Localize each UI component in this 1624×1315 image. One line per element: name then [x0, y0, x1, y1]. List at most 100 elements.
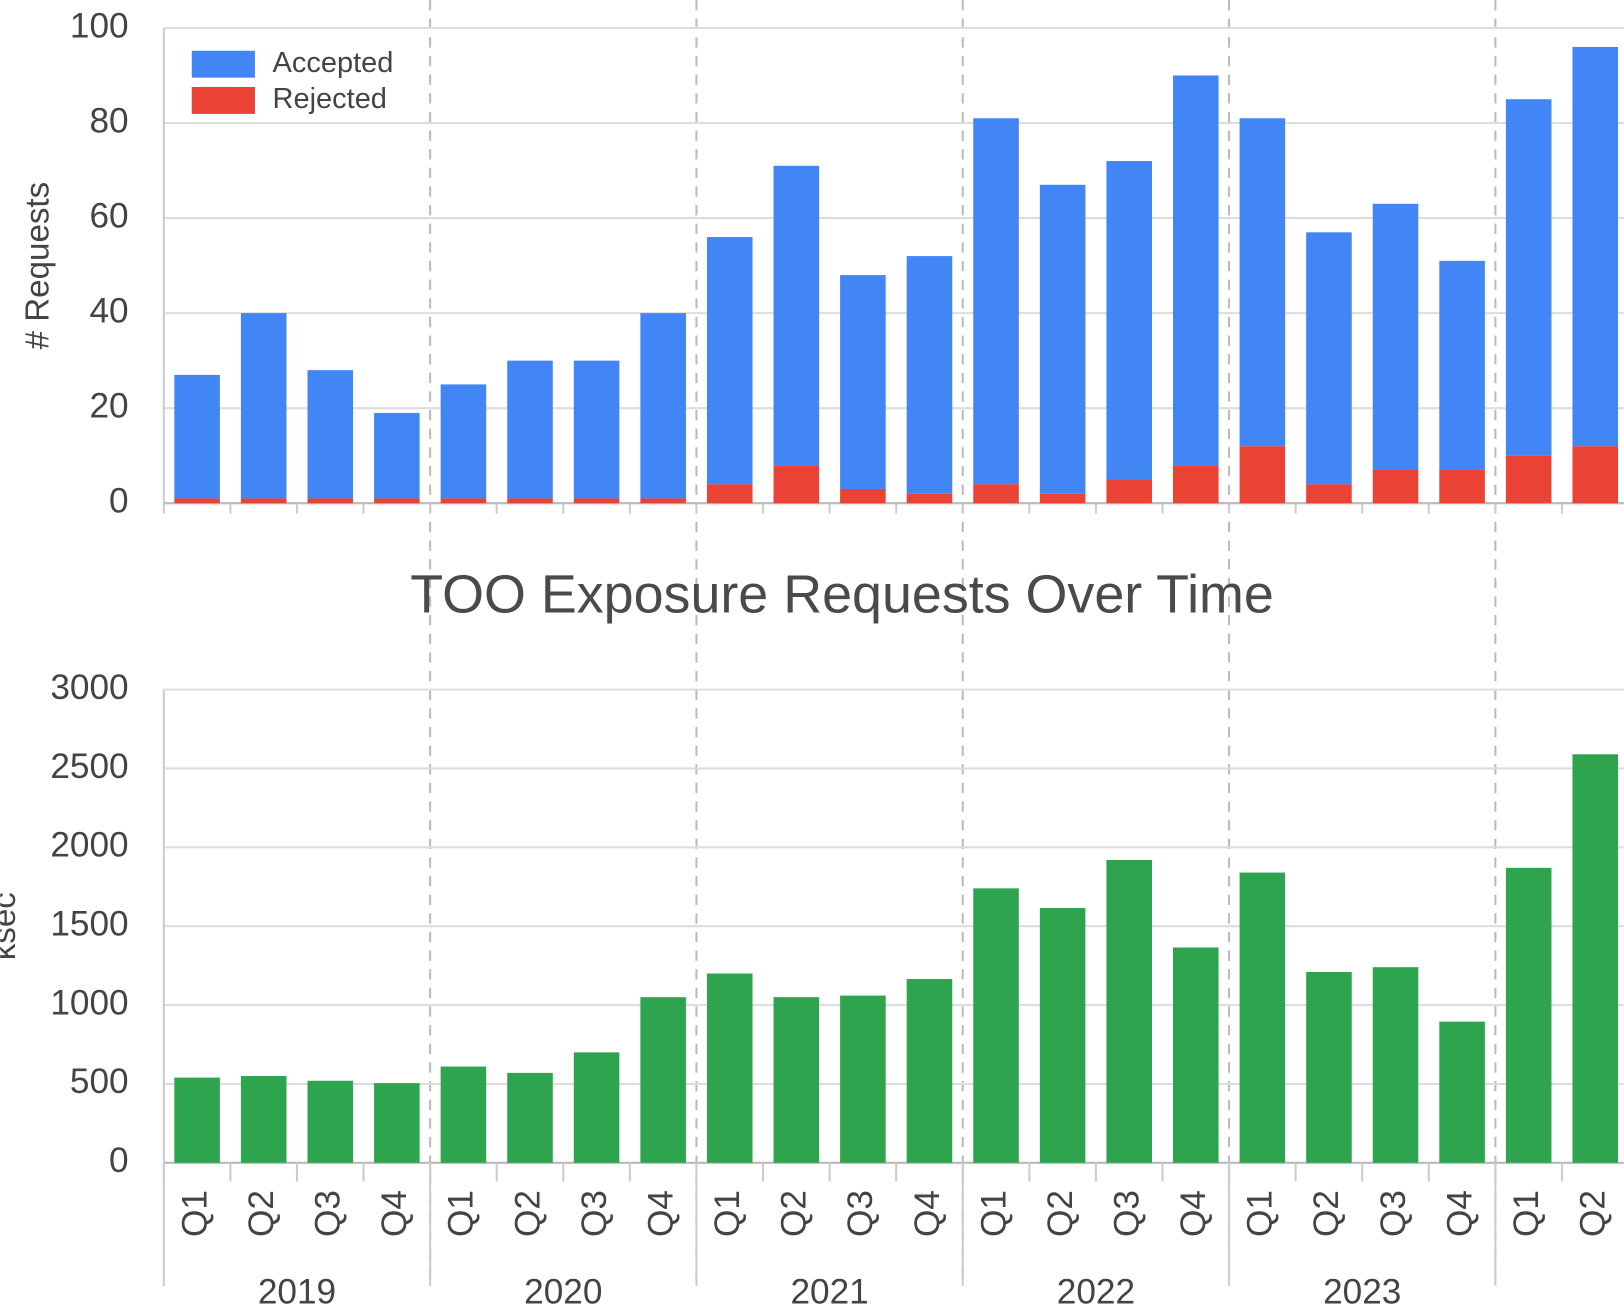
bar-segment [1039, 184, 1086, 494]
bar [374, 1083, 420, 1163]
bar-segment [573, 360, 620, 499]
bar-segment [1505, 99, 1552, 456]
bar-segment [1039, 493, 1086, 504]
bar [640, 997, 686, 1163]
bar-segment [1106, 161, 1152, 480]
x-tick-label: Q3 [1108, 1190, 1147, 1237]
chart-title: TOO Exposure Requests Over Time [410, 565, 1274, 625]
y-tick-label: 40 [89, 291, 128, 330]
bar [1306, 971, 1352, 1163]
bar [906, 979, 953, 1163]
x-tick-label: Q2 [508, 1190, 547, 1237]
y-tick-label: 0 [109, 1141, 129, 1180]
year-label: 2023 [1323, 1273, 1401, 1312]
bar-segment [240, 313, 287, 499]
x-tick-label: Q4 [1440, 1190, 1479, 1237]
x-tick-label: Q2 [1574, 1190, 1613, 1237]
bar-segment [973, 118, 1019, 485]
y-tick-label: 1000 [50, 983, 128, 1022]
bar [1239, 872, 1286, 1163]
y-tick-label: 3000 [50, 668, 128, 707]
x-tick-label: Q1 [974, 1190, 1013, 1237]
bar-segment [1306, 232, 1352, 485]
bar-segment [374, 412, 420, 499]
legend-swatch [191, 50, 255, 78]
bar [1173, 947, 1219, 1163]
legend-swatch [191, 86, 255, 114]
bar-segment [1173, 75, 1219, 466]
bar-segment [1372, 203, 1419, 470]
bar-segment [1439, 469, 1485, 504]
x-tick-label: Q3 [841, 1190, 880, 1237]
bar-segment [307, 370, 354, 499]
bar-segment [840, 488, 886, 504]
y-tick-label: 20 [89, 386, 128, 425]
bar [1572, 754, 1619, 1163]
bar-segment [640, 498, 686, 504]
x-tick-label: Q1 [175, 1190, 214, 1237]
bar [1439, 1021, 1485, 1163]
y-tick-label: 500 [70, 1062, 129, 1101]
bar [1505, 867, 1552, 1163]
bar-segment [1505, 455, 1552, 504]
bar [573, 1052, 620, 1163]
bar-segment [1439, 260, 1485, 470]
legend-label: Accepted [273, 47, 394, 79]
bar-segment [1106, 479, 1152, 504]
bar [1039, 908, 1086, 1163]
bar-segment [374, 498, 420, 504]
year-label: 2020 [524, 1273, 602, 1312]
y-tick-label: 0 [109, 482, 129, 521]
bar-segment [440, 384, 487, 499]
bar-segment [640, 313, 686, 499]
bar [174, 1077, 220, 1163]
x-tick-label: Q1 [708, 1190, 747, 1237]
bar-segment [706, 237, 753, 485]
x-tick-label: Q4 [1174, 1190, 1213, 1237]
bar-segment [440, 498, 487, 504]
bar-segment [1239, 446, 1286, 504]
bar [706, 973, 753, 1163]
bar-segment [507, 360, 553, 499]
y-tick-label: 2500 [50, 747, 128, 786]
bar [240, 1076, 287, 1163]
bar [840, 995, 886, 1163]
bar-segment [240, 498, 287, 504]
bar [507, 1072, 553, 1163]
bar-segment [1239, 118, 1286, 447]
y-tick-label: 2000 [50, 826, 128, 865]
bar-segment [773, 165, 820, 466]
x-tick-label: Q3 [575, 1190, 614, 1237]
x-tick-label: Q1 [442, 1190, 481, 1237]
bar [440, 1066, 487, 1163]
bar-segment [773, 465, 820, 504]
x-tick-label: Q4 [641, 1190, 680, 1237]
x-tick-label: Q3 [309, 1190, 348, 1237]
x-tick-label: Q4 [375, 1190, 414, 1237]
year-label: 2022 [1057, 1273, 1135, 1312]
year-label: 2021 [790, 1273, 868, 1312]
bar [307, 1080, 354, 1163]
x-tick-label: Q3 [1374, 1190, 1413, 1237]
bar-segment [1173, 465, 1219, 504]
bar-segment [174, 374, 220, 499]
x-tick-label: Q1 [1241, 1190, 1280, 1237]
bar [1372, 967, 1419, 1163]
bar-segment [906, 493, 953, 504]
y-tick-label: 60 [89, 196, 128, 235]
bar [773, 997, 820, 1163]
year-label: 2019 [258, 1273, 336, 1312]
bar-segment [706, 484, 753, 504]
bar-segment [1306, 484, 1352, 504]
y-tick-label: 1500 [50, 904, 128, 943]
y-axis-title: # Requests [19, 182, 56, 350]
bar-segment [1572, 446, 1619, 504]
x-tick-label: Q2 [775, 1190, 814, 1237]
x-tick-label: Q2 [1307, 1190, 1346, 1237]
bar-segment [573, 498, 620, 504]
x-tick-label: Q1 [1507, 1190, 1546, 1237]
bar [973, 888, 1019, 1163]
bar-segment [507, 498, 553, 504]
